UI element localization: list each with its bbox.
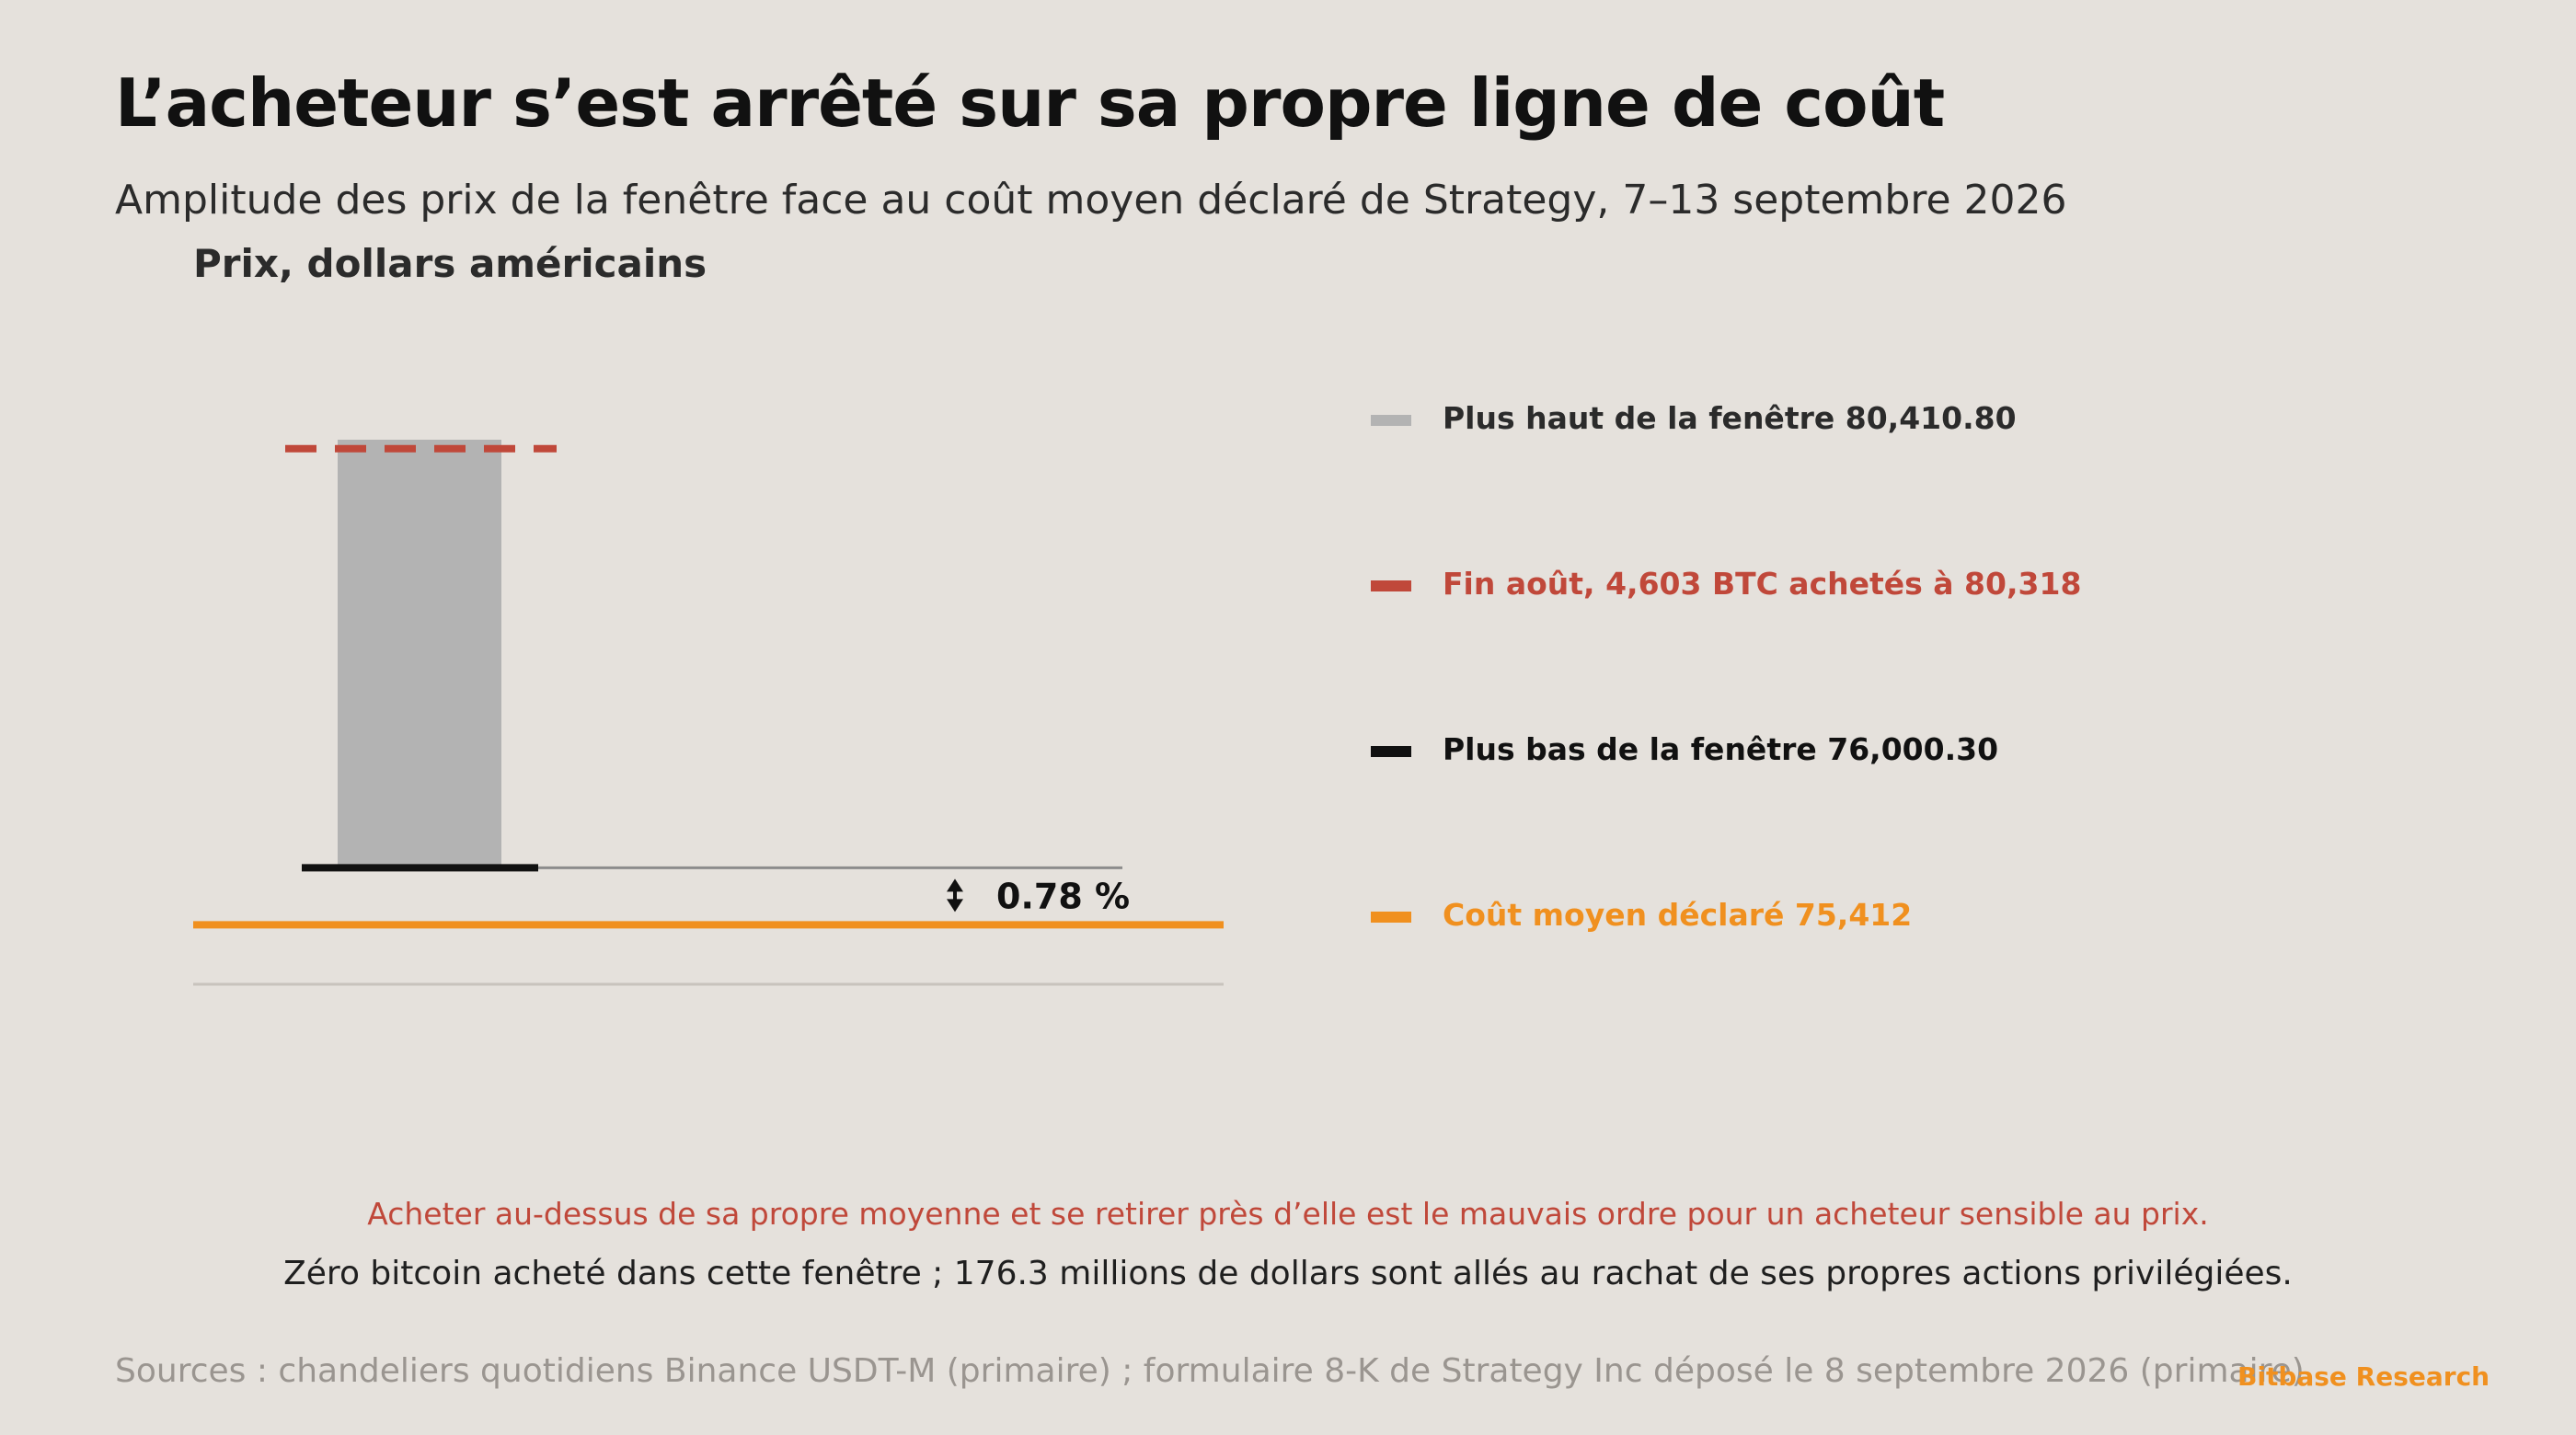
sources-note: Sources : chandeliers quotidiens Binance… (115, 1352, 2316, 1390)
legend-label: Coût moyen déclaré 75,412 (1443, 897, 1913, 933)
legend-label: Fin août, 4,603 BTC achetés à 80,318 (1443, 566, 2082, 602)
chart-title: L’acheteur s’est arrêté sur sa propre li… (115, 64, 1945, 142)
legend-swatch (1371, 415, 1411, 426)
legend-label: Plus bas de la fenêtre 76,000.30 (1443, 731, 1999, 767)
gap-percent-label: 0.78 % (996, 876, 1130, 916)
brand-label: Bitbase Research (2237, 1361, 2490, 1392)
range-bar (338, 440, 501, 868)
annotation-note-red: Acheter au-dessus de sa propre moyenne e… (367, 1196, 2209, 1232)
legend-swatch (1371, 746, 1411, 757)
legend-swatch (1371, 580, 1411, 591)
legend-swatch (1371, 912, 1411, 923)
y-unit-label: Prix, dollars américains (193, 241, 707, 286)
gap-arrow-up-icon (947, 878, 963, 892)
chart-area: 0.78 % (193, 440, 1224, 986)
chart-subtitle: Amplitude des prix de la fenêtre face au… (115, 177, 2067, 224)
legend-label: Plus haut de la fenêtre 80,410.80 (1443, 400, 2017, 436)
annotation-note-dark: Zéro bitcoin acheté dans cette fenêtre ;… (283, 1255, 2293, 1292)
gap-arrow-down-icon (947, 899, 963, 913)
